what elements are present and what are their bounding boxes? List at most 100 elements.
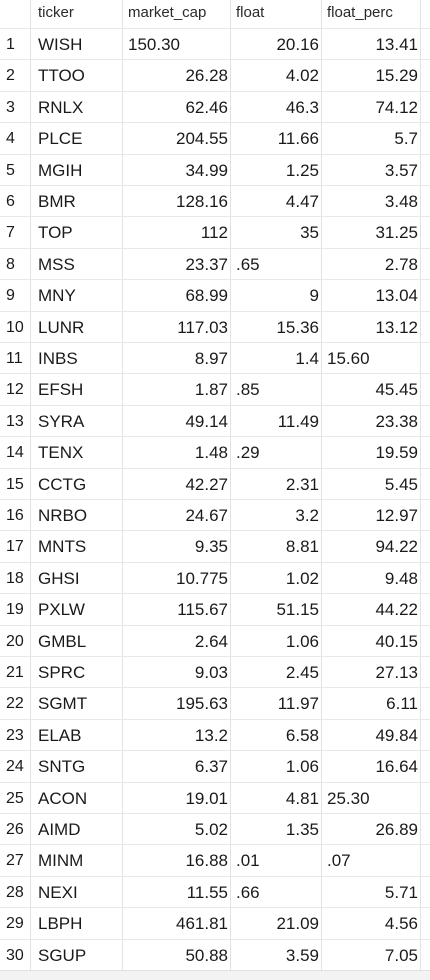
cell-float[interactable]: 1.02 (285, 568, 319, 588)
row-index[interactable]: 7 (6, 224, 15, 242)
cell-float-perc[interactable]: 27.13 (375, 663, 418, 682)
table-row[interactable]: 25 ACON 19.01 4.81 25.30 (0, 781, 430, 814)
row-index[interactable]: 4 (6, 130, 15, 148)
row-index[interactable]: 19 (6, 601, 24, 619)
cell-float-perc[interactable]: 7.05 (384, 945, 418, 965)
cell-float-perc[interactable]: 25.30 (327, 788, 370, 808)
table-row[interactable]: 8 MSS 23.37 .65 2.78 (0, 247, 430, 280)
cell-market-cap[interactable]: 195.63 (176, 694, 228, 714)
table-row[interactable]: 2 TTOO 26.28 4.02 15.29 (0, 59, 430, 91)
table-row[interactable]: 9 MNY 68.99 9 13.04 (0, 279, 430, 311)
cell-float-perc[interactable]: 13.04 (375, 286, 418, 306)
cell-market-cap[interactable]: 16.88 (185, 851, 228, 871)
cell-ticker[interactable]: SNTG (38, 757, 86, 777)
table-row[interactable]: 18 GHSI 10.775 1.02 9.48 (0, 561, 430, 594)
cell-float-perc[interactable]: 13.12 (375, 317, 418, 337)
cell-float-perc[interactable]: 40.15 (375, 631, 418, 651)
row-index[interactable]: 27 (6, 852, 24, 870)
cell-float[interactable]: 11.49 (277, 411, 319, 431)
cell-float-perc[interactable]: 13.41 (375, 35, 418, 54)
header-float-perc[interactable]: float_perc (327, 4, 393, 21)
cell-float-perc[interactable]: 44.22 (375, 600, 418, 620)
horizontal-scrollbar[interactable] (0, 970, 430, 980)
cell-ticker[interactable]: AIMD (38, 820, 81, 839)
cell-ticker[interactable]: ELAB (38, 725, 82, 745)
cell-ticker[interactable]: MNY (38, 286, 76, 306)
cell-float[interactable]: 3.2 (295, 506, 319, 525)
cell-ticker[interactable]: EFSH (38, 380, 84, 400)
row-index[interactable]: 14 (6, 444, 24, 462)
row-index[interactable]: 22 (6, 695, 24, 713)
table-row[interactable]: 12 EFSH 1.87 .85 45.45 (0, 373, 430, 405)
cell-market-cap[interactable]: 150.30 (128, 35, 180, 54)
cell-float-perc[interactable]: 2.78 (384, 254, 418, 274)
table-row[interactable]: 23 ELAB 13.2 6.58 49.84 (0, 718, 430, 751)
cell-ticker[interactable]: NEXI (38, 882, 78, 902)
cell-float[interactable]: 51.15 (276, 600, 319, 620)
cell-float[interactable]: 15.36 (276, 317, 319, 337)
cell-float-perc[interactable]: 74.12 (375, 97, 418, 117)
row-index[interactable]: 13 (6, 412, 24, 430)
table-row[interactable]: 28 NEXI 11.55 .66 5.71 (0, 875, 430, 908)
cell-float-perc[interactable]: 94.22 (375, 537, 418, 557)
cell-market-cap[interactable]: 13.2 (194, 725, 228, 745)
header-market-cap[interactable]: market_cap (128, 4, 207, 21)
cell-float[interactable]: .66 (236, 882, 260, 902)
table-row[interactable]: 26 AIMD 5.02 1.35 26.89 (0, 813, 430, 845)
cell-float-perc[interactable]: 16.64 (375, 757, 418, 777)
cell-ticker[interactable]: GMBL (38, 631, 87, 651)
table-row[interactable]: 24 SNTG 6.37 1.06 16.64 (0, 750, 430, 782)
cell-float[interactable]: .65 (236, 254, 260, 274)
row-index[interactable]: 17 (6, 538, 24, 556)
cell-float-perc[interactable]: 19.59 (375, 443, 418, 463)
cell-float[interactable]: 9 (309, 286, 319, 306)
cell-market-cap[interactable]: 34.99 (185, 160, 228, 180)
cell-market-cap[interactable]: 1.87 (194, 380, 228, 400)
cell-float[interactable]: 1.25 (285, 160, 319, 180)
cell-market-cap[interactable]: 49.14 (185, 411, 228, 431)
cell-float[interactable]: 21.09 (276, 914, 319, 934)
cell-market-cap[interactable]: 112 (200, 223, 228, 243)
cell-float[interactable]: 1.06 (285, 631, 319, 651)
cell-ticker[interactable]: TTOO (38, 66, 85, 86)
row-index[interactable]: 18 (6, 569, 24, 587)
row-index[interactable]: 2 (6, 67, 15, 85)
cell-float[interactable]: 2.31 (285, 474, 319, 494)
table-row[interactable]: 19 PXLW 115.67 51.15 44.22 (0, 593, 430, 625)
table-row[interactable]: 5 MGIH 34.99 1.25 3.57 (0, 153, 430, 186)
cell-ticker[interactable]: SGMT (38, 694, 88, 714)
cell-market-cap[interactable]: 117.03 (177, 317, 228, 337)
row-index[interactable]: 12 (6, 381, 24, 399)
table-row[interactable]: 22 SGMT 195.63 11.97 6.11 (0, 687, 430, 719)
cell-float-perc[interactable]: 5.7 (394, 129, 418, 149)
cell-market-cap[interactable]: 11.55 (186, 882, 228, 902)
table-row[interactable]: 15 CCTG 42.27 2.31 5.45 (0, 467, 430, 500)
cell-market-cap[interactable]: 68.99 (185, 286, 228, 306)
cell-float-perc[interactable]: 45.45 (375, 380, 418, 400)
cell-float[interactable]: .29 (236, 443, 260, 463)
table-row[interactable]: 21 SPRC 9.03 2.45 27.13 (0, 656, 430, 688)
cell-ticker[interactable]: TENX (38, 443, 84, 463)
cell-ticker[interactable]: LBPH (38, 914, 83, 934)
row-index[interactable]: 5 (6, 161, 15, 179)
cell-float-perc[interactable]: 3.57 (384, 160, 418, 180)
cell-float-perc[interactable]: 31.25 (375, 223, 418, 243)
cell-market-cap[interactable]: 461.81 (176, 914, 228, 934)
cell-ticker[interactable]: MSS (38, 254, 75, 274)
cell-market-cap[interactable]: 23.37 (185, 254, 228, 274)
cell-float[interactable]: 1.35 (285, 820, 319, 839)
cell-float[interactable]: 8.81 (285, 537, 319, 557)
cell-float[interactable]: .01 (236, 851, 260, 871)
cell-market-cap[interactable]: 24.67 (185, 506, 228, 525)
row-index[interactable]: 28 (6, 883, 24, 901)
cell-market-cap[interactable]: 50.88 (185, 945, 228, 965)
cell-float-perc[interactable]: 6.11 (386, 694, 418, 714)
cell-ticker[interactable]: NRBO (38, 506, 88, 525)
table-row[interactable]: 29 LBPH 461.81 21.09 4.56 (0, 907, 430, 939)
cell-market-cap[interactable]: 2.64 (194, 631, 228, 651)
cell-float[interactable]: 3.59 (285, 945, 319, 965)
cell-float-perc[interactable]: 15.29 (375, 66, 418, 86)
cell-ticker[interactable]: ACON (38, 788, 88, 808)
cell-ticker[interactable]: RNLX (38, 97, 84, 117)
cell-float[interactable]: 1.4 (295, 349, 319, 368)
